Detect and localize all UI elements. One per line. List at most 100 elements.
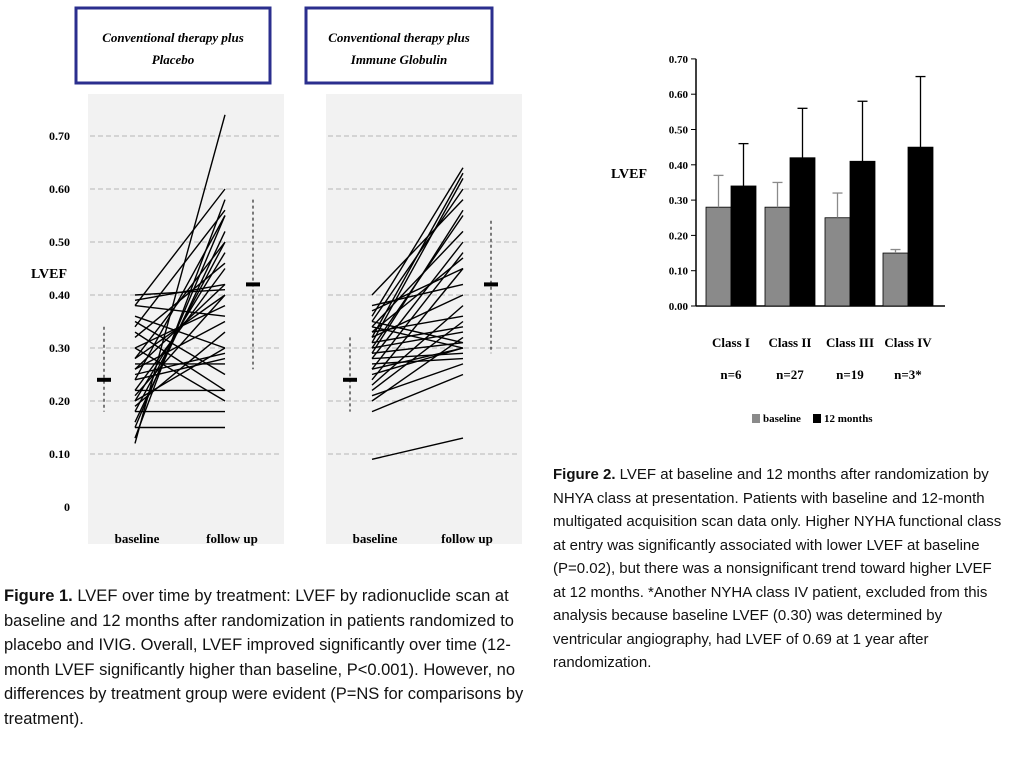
fig1-patient-line	[371, 331, 464, 349]
fig2-bar-12-months	[730, 185, 757, 307]
fig2-ylabel: LVEF	[611, 167, 647, 182]
fig1-summary-markers	[97, 199, 498, 412]
fig1-patient-line	[371, 257, 464, 333]
ivig-title-line2: Immune Globulin	[350, 52, 447, 67]
fig2-bar-12-months	[849, 160, 876, 307]
fig1-patient-line	[371, 172, 464, 338]
fig2-bar-12-months	[907, 146, 934, 307]
fig2-category-label: Class III	[826, 335, 874, 350]
placebo-title-line2: Placebo	[152, 52, 195, 67]
fig1-patient-line	[134, 294, 226, 397]
figure-1-caption: Figure 1. LVEF over time by treatment: L…	[4, 584, 524, 731]
fig1-y-tick-label: 0	[64, 500, 70, 514]
fig2-bar-baseline	[882, 252, 909, 307]
fig1-patient-line	[371, 326, 464, 344]
fig2-n-label: n=6	[720, 367, 742, 382]
fig1-patient-line	[134, 289, 226, 296]
fig1-left-xlabel-followup: follow up	[206, 531, 258, 546]
fig2-n-label: n=19	[836, 367, 864, 382]
fig2-x-labels: Class I n=6 Class II n=27 Class III n=19 Class…	[712, 335, 932, 382]
fig1-right-xlabel-followup: follow up	[441, 531, 493, 546]
fig1-patient-line	[371, 167, 464, 317]
placebo-title-box	[74, 6, 272, 85]
fig2-y-tick-label: 0.30	[669, 195, 689, 207]
fig1-patient-line	[134, 315, 226, 349]
fig1-patient-line	[371, 199, 464, 296]
fig1-right-panel-bg	[326, 94, 522, 544]
figure-1-text: LVEF over time by treatment: LVEF by rad…	[4, 587, 524, 728]
fig1-patient-line	[134, 331, 226, 391]
fig2-y-tick-label: 0.40	[669, 160, 689, 172]
figure-2-caption: Figure 2. LVEF at baseline and 12 months…	[553, 463, 1003, 675]
fig1-patient-line	[371, 267, 464, 312]
figure-1-label: Figure 1.	[4, 587, 73, 605]
fig2-category-label: Class I	[712, 335, 750, 350]
fig1-patient-line	[134, 331, 226, 407]
fig1-patient-line	[134, 215, 226, 381]
fig2-y-tick-label: 0.60	[669, 89, 689, 101]
fig1-right-xlabel-baseline: baseline	[353, 531, 398, 546]
fig1-y-tick-label: 0.20	[49, 394, 70, 408]
fig1-left-series	[134, 114, 226, 444]
fig1-patient-line	[371, 178, 464, 344]
fig2-legend: baseline 12 months	[752, 413, 873, 425]
fig1-right-series	[371, 167, 464, 460]
fig2-y-tick-label: 0.20	[669, 230, 689, 242]
fig1-patient-line	[371, 252, 464, 370]
fig1-patient-line	[134, 188, 226, 307]
fig1-y-tick-label: 0.60	[49, 182, 70, 196]
fig2-bar-baseline	[764, 206, 791, 307]
fig1-y-axis: 0 0.10 0.20 0.30 0.40 0.50 0.60 0.70	[49, 129, 70, 514]
fig2-n-label: n=27	[776, 367, 804, 382]
fig1-y-tick-label: 0.40	[49, 288, 70, 302]
legend-swatch-12-months	[813, 414, 821, 423]
placebo-title-line1: Conventional therapy plus	[102, 30, 244, 45]
fig2-category-label: Class II	[769, 335, 812, 350]
legend-label-12-months: 12 months	[824, 413, 873, 425]
fig2-y-tick-label: 0.70	[669, 54, 689, 66]
legend-label-baseline: baseline	[763, 413, 801, 425]
figure-2-label: Figure 2.	[553, 466, 616, 483]
fig1-patient-line	[371, 347, 464, 370]
fig2-bar-baseline	[705, 206, 732, 307]
fig1-left-xlabel-baseline: baseline	[115, 531, 160, 546]
fig1-patient-line	[371, 320, 464, 344]
fig1-patient-line	[371, 305, 464, 386]
fig2-y-tick-label: 0.10	[669, 266, 689, 278]
fig2-n-label: n=3*	[894, 367, 922, 382]
fig1-patient-line	[134, 268, 226, 391]
fig1-patient-line	[371, 363, 464, 397]
fig1-patient-line	[134, 199, 226, 439]
fig1-patient-line	[371, 437, 464, 460]
fig1-patient-line	[134, 320, 226, 376]
fig1-patient-line	[134, 262, 226, 338]
fig2-y-tick-label: 0.50	[669, 125, 689, 137]
fig2-category-label: Class IV	[884, 335, 932, 350]
fig1-y-tick-label: 0.70	[49, 129, 70, 143]
fig2-bar-12-months	[789, 157, 816, 307]
ivig-title-box	[304, 6, 494, 85]
fig1-patient-line	[134, 114, 226, 444]
fig1-patient-line	[371, 352, 464, 360]
legend-swatch-baseline	[752, 414, 760, 423]
ivig-title-line1: Conventional therapy plus	[328, 30, 470, 45]
fig1-patient-line	[371, 209, 464, 354]
fig1-y-tick-label: 0.50	[49, 235, 70, 249]
fig1-ylabel: LVEF	[31, 267, 67, 282]
fig1-left-grid	[90, 135, 282, 455]
fig2-bars	[705, 75, 934, 307]
fig1-patient-line	[371, 373, 464, 413]
fig2-axes: 0.00 0.10 0.20 0.30 0.40 0.50 0.60 0.70	[669, 54, 945, 313]
fig2-y-tick-label: 0.00	[669, 301, 689, 313]
fig1-patient-line	[371, 357, 464, 365]
fig1-left-panel-bg	[88, 94, 284, 544]
fig1-y-tick-label: 0.30	[49, 341, 70, 355]
figure-2-text: LVEF at baseline and 12 months after ran…	[553, 466, 1002, 671]
fig1-y-tick-label: 0.10	[49, 447, 70, 461]
fig1-patient-line	[134, 347, 226, 402]
fig1-patient-line	[134, 304, 226, 317]
fig1-patient-line	[371, 241, 464, 360]
fig1-right-grid	[328, 135, 520, 455]
fig2-bar-baseline	[824, 217, 851, 307]
